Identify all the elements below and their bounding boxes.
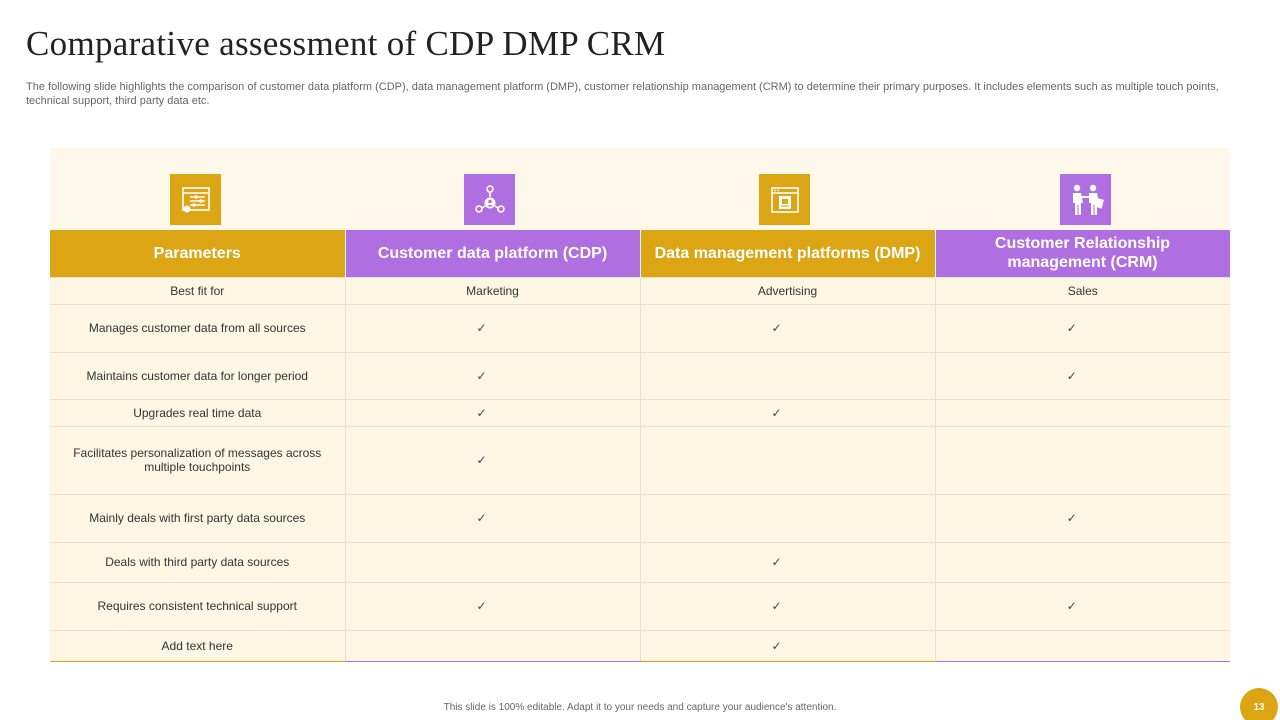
crm-cell [934, 629, 1230, 662]
dmp-check-icon: ✓ [639, 581, 936, 631]
crm-check-icon: ✓ [934, 493, 1230, 543]
row-parameter: Add text here [50, 629, 346, 662]
table-row: Manages customer data from all sources ✓… [50, 303, 1230, 353]
crm-cell [934, 398, 1230, 427]
data-document-icon [759, 174, 810, 225]
crm-check-icon: ✓ [934, 351, 1230, 400]
comparison-table: Parameters Customer data platform (CDP) … [50, 230, 1231, 662]
icon-row [50, 148, 1230, 230]
cdp-check-icon: ✓ [344, 398, 641, 427]
table-row: Upgrades real time data ✓ ✓ [50, 398, 1230, 427]
cdp-cell [344, 629, 641, 662]
row-parameter: Mainly deals with first party data sourc… [50, 493, 346, 543]
crm-cell [934, 541, 1230, 583]
footer-note: This slide is 100% editable. Adapt it to… [443, 702, 837, 713]
row-parameter: Deals with third party data sources [50, 541, 346, 583]
cdp-check-icon: ✓ [344, 425, 641, 495]
cdp-cell: Marketing [344, 276, 641, 305]
cdp-check-icon: ✓ [344, 581, 641, 631]
dmp-cell [639, 351, 936, 400]
dmp-cell [639, 493, 936, 543]
crm-check-icon: ✓ [934, 303, 1230, 353]
crm-check-icon: ✓ [934, 581, 1230, 631]
table-row: Facilitates personalization of messages … [50, 425, 1230, 495]
header-cdp: Customer data platform (CDP) [345, 230, 641, 277]
table-row: Maintains customer data for longer perio… [50, 351, 1230, 400]
cdp-check-icon: ✓ [344, 493, 641, 543]
cdp-check-icon: ✓ [344, 351, 641, 400]
table-header-row: Parameters Customer data platform (CDP) … [50, 230, 1231, 277]
customer-handshake-icon [1060, 174, 1111, 225]
table-row: Best fit for Marketing Advertising Sales [50, 276, 1230, 305]
cdp-check-icon: ✓ [344, 303, 641, 353]
table-row: Add text here ✓ [50, 629, 1230, 662]
network-user-icon [464, 174, 515, 225]
dmp-cell [639, 425, 936, 495]
page-title: Comparative assessment of CDP DMP CRM [26, 24, 666, 63]
dmp-check-icon: ✓ [639, 398, 936, 427]
table-row: Requires consistent technical support ✓ … [50, 581, 1230, 631]
row-parameter: Maintains customer data for longer perio… [50, 351, 346, 400]
header-crm: Customer Relationship management (CRM) [935, 230, 1231, 277]
header-dmp: Data management platforms (DMP) [640, 230, 936, 277]
header-parameters: Parameters [50, 230, 346, 277]
row-parameter: Best fit for [50, 276, 346, 305]
row-parameter: Requires consistent technical support [50, 581, 346, 631]
cdp-cell [344, 541, 641, 583]
dmp-check-icon: ✓ [639, 303, 936, 353]
dmp-cell: Advertising [639, 276, 936, 305]
page-number-badge: 13 [1240, 688, 1278, 720]
crm-cell: Sales [934, 276, 1230, 305]
row-parameter: Upgrades real time data [50, 398, 346, 427]
dmp-check-icon: ✓ [639, 629, 936, 662]
row-parameter: Manages customer data from all sources [50, 303, 346, 353]
table-row: Deals with third party data sources ✓ [50, 541, 1230, 583]
row-parameter: Facilitates personalization of messages … [50, 425, 346, 495]
dmp-check-icon: ✓ [639, 541, 936, 583]
page-subtitle: The following slide highlights the compa… [26, 81, 1219, 107]
table-row: Mainly deals with first party data sourc… [50, 493, 1230, 543]
settings-panel-icon [170, 174, 221, 225]
crm-cell [934, 425, 1230, 495]
